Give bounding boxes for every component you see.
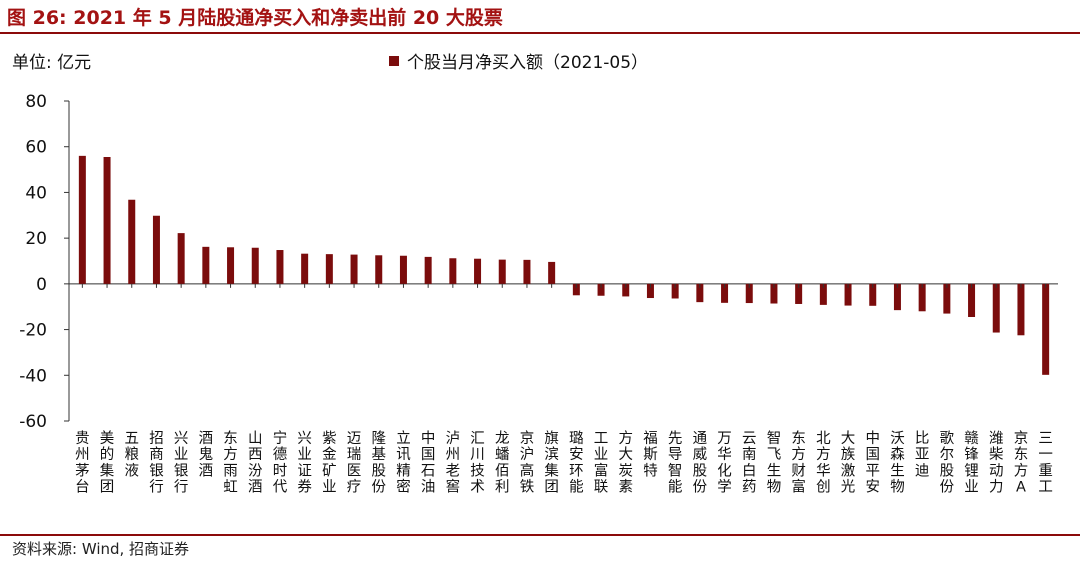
bar <box>548 261 556 284</box>
bar <box>227 247 235 284</box>
bar <box>103 157 111 284</box>
bar <box>597 283 605 296</box>
x-tick-label: 中国石油 <box>421 430 436 496</box>
y-tick-label: 40 <box>25 183 47 203</box>
bar <box>844 283 852 306</box>
legend: 个股当月净买入额（2021-05） <box>389 48 648 73</box>
bar <box>78 155 86 284</box>
x-tick-label: 贵州茅台 <box>75 430 90 496</box>
bar <box>350 254 358 284</box>
y-tick-label: 60 <box>25 138 47 158</box>
bar <box>943 283 951 314</box>
x-tick-label: 酒鬼酒 <box>199 430 214 479</box>
bar <box>572 283 580 296</box>
x-tick-label: 工业富联 <box>594 431 609 496</box>
x-tick-label: 智飞生物 <box>767 430 782 496</box>
x-tick-label: 潍柴动力 <box>989 430 1004 496</box>
x-tick-label: 东方雨虹 <box>223 430 238 496</box>
x-tick-label: 中国平安 <box>866 430 881 496</box>
y-tick-label: 20 <box>25 229 47 249</box>
bar <box>869 283 877 306</box>
x-tick-label: 美的集团 <box>100 430 115 496</box>
x-tick-label: 旗滨集团 <box>544 430 559 496</box>
chart-title: 图 26: 2021 年 5 月陆股通净买入和净卖出前 20 大股票 <box>7 7 503 29</box>
bar <box>1017 283 1025 336</box>
x-tick-label: 立讯精密 <box>396 430 411 496</box>
bar <box>893 283 901 311</box>
source-rule <box>0 534 1080 536</box>
bar <box>276 250 284 284</box>
bar <box>745 283 753 304</box>
y-tick-label: -40 <box>19 366 47 386</box>
legend-label: 个股当月净买入额（2021-05） <box>407 53 649 73</box>
source-note: 资料来源: Wind, 招商证券 <box>12 540 190 558</box>
bar <box>325 254 333 284</box>
bar <box>819 283 827 305</box>
x-tick-label: 东方财富 <box>791 430 806 496</box>
bar <box>1042 283 1050 375</box>
x-tick-label: 五粮液 <box>125 431 140 479</box>
bar-chart: 80 60 40 20 0 -20 -40 -60 贵州茅台美的集团五粮液招商银行兴业银行酒鬼酒… <box>19 92 1058 496</box>
bar <box>375 255 383 284</box>
x-tick-label: 迈瑞医疗 <box>347 430 362 496</box>
x-tick-label: 通威股份 <box>693 430 708 496</box>
title-bar: 图 26: 2021 年 5 月陆股通净买入和净卖出前 20 大股票 <box>0 0 1080 34</box>
x-tick-label: 三一重工 <box>1038 431 1053 496</box>
legend-swatch <box>389 55 399 66</box>
bar <box>474 258 482 284</box>
unit-label: 单位: 亿元 <box>12 53 92 73</box>
x-tick-label: 招商银行 <box>149 430 164 496</box>
bar <box>770 283 778 304</box>
x-tick-label: 兴业银行 <box>174 430 189 496</box>
x-tick-label: 汇川技术 <box>470 430 485 496</box>
bar <box>177 233 185 284</box>
x-tick-label: 泸州老窖 <box>446 430 461 496</box>
y-tick-label: 0 <box>36 275 47 295</box>
bar <box>449 258 457 284</box>
bar <box>399 255 407 284</box>
bar <box>424 256 432 284</box>
x-tick-label: 方大炭素 <box>619 430 634 496</box>
x-tick-label: 兴业证券 <box>297 430 312 496</box>
y-tick-label: 80 <box>25 92 47 112</box>
bar <box>968 283 976 317</box>
x-tick-label: 山西汾酒 <box>248 430 263 496</box>
x-tick-label: 隆基股份 <box>372 430 387 496</box>
x-tick-label: 京沪高铁 <box>520 430 535 496</box>
x-tick-label: 沃森生物 <box>890 430 905 496</box>
bar <box>622 283 630 297</box>
bar <box>128 199 136 284</box>
bar <box>301 253 309 284</box>
bar <box>523 259 531 284</box>
x-tick-label: 北方华创 <box>816 430 831 496</box>
x-tick-label: 云南白药 <box>742 431 757 496</box>
bar <box>671 283 679 299</box>
x-tick-label: 宁德时代 <box>273 430 288 496</box>
x-tick-label: 万华化学 <box>717 431 732 496</box>
bar <box>646 283 654 299</box>
bar <box>152 215 160 284</box>
bar <box>918 283 926 312</box>
x-tick-label: 紫金矿业 <box>322 430 337 496</box>
x-tick-label: 歌尔股份 <box>940 430 955 496</box>
bar <box>992 283 1000 333</box>
x-tick-label: 璐安环能 <box>569 430 584 496</box>
bar <box>251 247 259 284</box>
bar <box>498 259 506 284</box>
x-tick-label: 龙蟠佰利 <box>495 430 510 496</box>
x-tick-label: 比亚迪 <box>915 430 930 479</box>
x-tick-label: 京东方 A <box>1014 430 1029 496</box>
bar <box>795 283 803 304</box>
bar <box>202 246 210 284</box>
bar <box>696 283 704 303</box>
x-tick-label: 先导智能 <box>668 430 683 496</box>
bar <box>721 283 729 303</box>
y-tick-label: -60 <box>19 412 47 432</box>
x-tick-label: 赣锋锂业 <box>964 430 979 496</box>
y-tick-label: -20 <box>19 321 47 341</box>
x-tick-label: 福斯特 <box>643 430 658 479</box>
x-tick-label: 大族激光 <box>841 430 856 496</box>
